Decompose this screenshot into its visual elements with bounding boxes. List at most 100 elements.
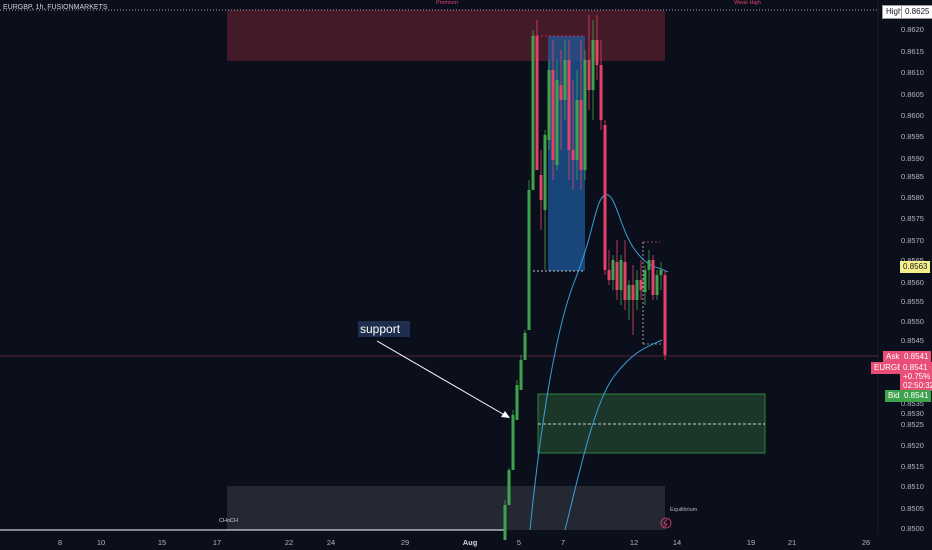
time-tick-label: 7 — [560, 538, 566, 547]
candle-body — [655, 275, 659, 295]
candle-body — [511, 415, 515, 470]
current-level-tag: 0.8563 — [900, 261, 931, 273]
premium-zone — [227, 10, 665, 61]
time-tick-label: 21 — [787, 538, 797, 547]
ma-slow-line — [564, 339, 663, 531]
candle-body — [559, 85, 563, 100]
symbol-tag-text: EURGBP — [874, 363, 908, 372]
candle-body — [503, 505, 507, 540]
symbol-title[interactable]: EURGBP, 1h, FUSIONMARKETS — [3, 4, 108, 11]
choch-label: CHoCH — [219, 518, 238, 524]
candle-body — [543, 135, 547, 210]
candle-body — [527, 190, 531, 330]
candle-body — [623, 262, 627, 300]
candle-body — [615, 262, 619, 290]
bid-label-tag: Bid — [885, 390, 903, 402]
price-tick-label: 0.8605 — [901, 90, 924, 99]
change-pct: +0.75% — [903, 372, 931, 381]
time-tick-label: Aug — [462, 538, 478, 547]
time-tick-label: 22 — [284, 538, 294, 547]
candle-body — [535, 36, 539, 170]
candle-body — [567, 60, 571, 150]
candle-body — [651, 260, 655, 295]
candle-body — [611, 260, 615, 280]
ask-value-tag: 0.8541 — [901, 351, 932, 363]
time-tick-label: 12 — [629, 538, 639, 547]
time-tick-label: 8 — [57, 538, 63, 547]
premium-label: Premium — [436, 0, 459, 6]
candle-body — [551, 70, 555, 160]
price-tick-label: 0.8620 — [901, 25, 924, 34]
last-price: 0.8541 — [903, 363, 928, 372]
candle-body — [587, 60, 591, 90]
price-tick-label: 0.8580 — [901, 193, 924, 202]
ask-label-tag: Ask — [883, 351, 903, 363]
candle-body — [627, 285, 631, 300]
price-tick-label: 0.8520 — [901, 441, 924, 450]
candle-body — [507, 470, 511, 505]
last-price-block: 0.8541 +0.75% 02:50:32 — [900, 362, 932, 391]
candle-body — [583, 60, 587, 170]
candle-body — [599, 65, 603, 120]
candle-body — [643, 270, 647, 292]
high-value-tag: 0.8625 — [901, 5, 932, 19]
candle-body — [555, 80, 559, 165]
price-tick-label: 0.8565 — [901, 256, 924, 265]
high-tag-label: High — [886, 7, 903, 16]
weak-high-label: Weak High — [734, 0, 761, 6]
time-tick-label: 5 — [516, 538, 522, 547]
candle-body — [515, 385, 519, 420]
ask-value: 0.8541 — [904, 352, 929, 361]
candle-body — [607, 270, 611, 280]
candle-body — [547, 70, 551, 140]
candle-body — [595, 40, 599, 65]
lightning-icon[interactable] — [660, 517, 672, 529]
candle-body — [519, 360, 523, 390]
time-tick-label: 14 — [672, 538, 682, 547]
price-tick-label: 0.8545 — [901, 336, 924, 345]
price-tick-label: 0.8525 — [901, 420, 924, 429]
price-tick-label: 0.8500 — [901, 524, 924, 533]
price-tick-label: 0.8530 — [901, 409, 924, 418]
price-tick-label: 0.8515 — [901, 462, 924, 471]
candle-body — [639, 280, 643, 290]
support-arrow-line — [376, 340, 509, 418]
time-tick-label: 24 — [326, 538, 336, 547]
time-tick-label: 15 — [157, 538, 167, 547]
lightning-icon-bolt — [663, 518, 668, 528]
candle-body — [575, 100, 579, 160]
price-tick-label: 0.8615 — [901, 47, 924, 56]
price-tick-label: 0.8505 — [901, 504, 924, 513]
time-tick-label: 19 — [746, 538, 756, 547]
price-tick-label: 0.8560 — [901, 278, 924, 287]
bid-value-tag: 0.8541 — [901, 390, 932, 402]
candle-body — [663, 275, 667, 355]
candle-body — [579, 100, 583, 170]
candle-body — [647, 260, 651, 270]
price-tick-label: 0.8570 — [901, 236, 924, 245]
price-tick-label: 0.8535 — [901, 399, 924, 408]
candle-body — [563, 60, 567, 100]
price-tick-label: 0.8555 — [901, 297, 924, 306]
time-tick-label: 29 — [400, 538, 410, 547]
equilibrium-label: Equilibrium — [670, 507, 698, 513]
equilibrium-zone — [227, 486, 665, 530]
candle-body — [531, 36, 535, 190]
current-level-value: 0.8563 — [903, 262, 928, 271]
candle-body — [591, 40, 595, 90]
candle-body — [631, 285, 635, 300]
price-tick-label: 0.8585 — [901, 172, 924, 181]
time-tick-label: 17 — [212, 538, 222, 547]
price-tick-label: 0.8510 — [901, 482, 924, 491]
candle-body — [603, 125, 607, 270]
ask-label: Ask — [886, 352, 900, 361]
candle-body — [571, 150, 575, 160]
candle-body — [539, 175, 543, 200]
support-annotation[interactable]: support — [358, 321, 410, 337]
price-tick-label: 0.8590 — [901, 154, 924, 163]
candle-body — [635, 280, 639, 300]
price-tick-label: 0.8600 — [901, 111, 924, 120]
price-tick-label: 0.8610 — [901, 68, 924, 77]
countdown: 02:50:32 — [903, 381, 932, 390]
